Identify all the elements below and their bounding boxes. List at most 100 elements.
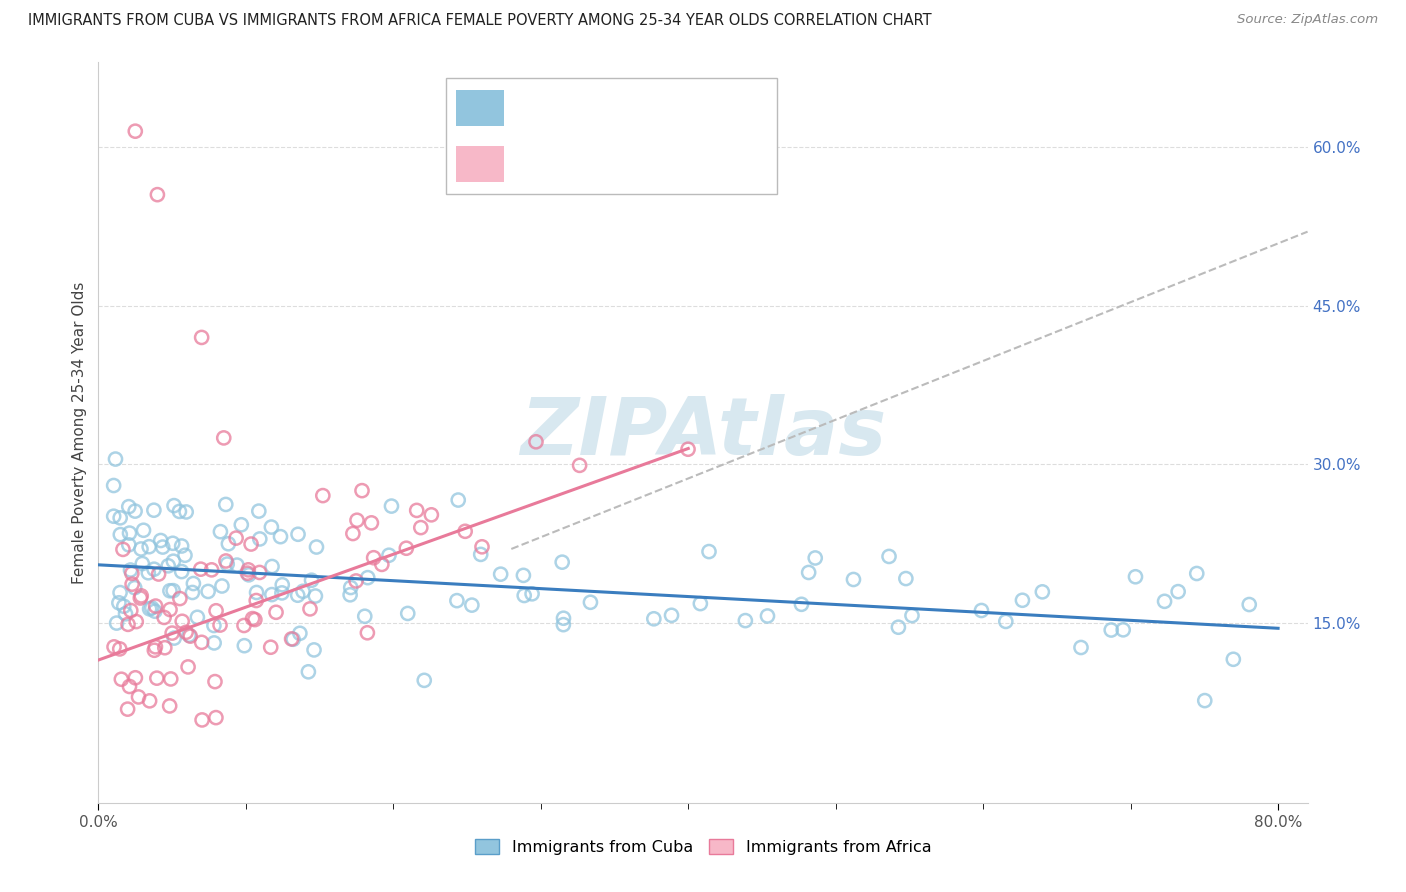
Point xyxy=(128,690,150,704)
Point xyxy=(202,636,225,650)
Point xyxy=(363,550,385,565)
Point xyxy=(339,588,361,602)
Point xyxy=(110,672,132,686)
Point xyxy=(524,434,547,449)
Point xyxy=(1153,594,1175,608)
Point xyxy=(339,581,361,595)
Point xyxy=(249,566,271,580)
Point xyxy=(108,596,131,610)
Point xyxy=(226,558,249,573)
Text: ZIPAtlas: ZIPAtlas xyxy=(520,393,886,472)
Point xyxy=(114,607,136,621)
Point xyxy=(271,586,294,600)
Point xyxy=(260,640,283,655)
Point xyxy=(894,572,917,586)
Point xyxy=(146,671,169,685)
Point xyxy=(287,527,309,541)
Point xyxy=(994,615,1017,629)
Point xyxy=(395,541,418,556)
Point xyxy=(1099,623,1122,637)
Point xyxy=(163,499,186,513)
Point xyxy=(105,616,128,631)
Point xyxy=(512,568,534,582)
Point xyxy=(124,124,146,138)
Point xyxy=(190,635,212,649)
Point xyxy=(179,629,201,643)
Point xyxy=(247,504,270,518)
Point xyxy=(236,566,259,581)
Point xyxy=(233,618,256,632)
Point xyxy=(661,608,683,623)
Point xyxy=(145,640,167,654)
Point xyxy=(138,694,160,708)
Point xyxy=(191,713,214,727)
Point xyxy=(298,602,321,616)
Point xyxy=(217,557,239,571)
Text: R =   0.372    N =   76: R = 0.372 N = 76 xyxy=(517,154,733,173)
Point xyxy=(283,632,305,647)
Point xyxy=(215,498,238,512)
Point xyxy=(553,611,575,625)
Point xyxy=(103,640,125,654)
Point xyxy=(118,526,141,541)
Point xyxy=(121,566,143,581)
Point xyxy=(797,566,820,580)
Point xyxy=(124,581,146,595)
Point xyxy=(204,674,226,689)
Point xyxy=(269,530,291,544)
Point xyxy=(245,585,267,599)
Point xyxy=(174,548,197,562)
Point xyxy=(568,458,591,473)
Point xyxy=(148,567,170,582)
Point xyxy=(304,589,326,603)
Point xyxy=(209,524,232,539)
Point xyxy=(170,565,193,579)
Point xyxy=(240,537,263,551)
Point xyxy=(153,640,176,655)
Point xyxy=(153,610,176,624)
Point xyxy=(201,563,224,577)
Point xyxy=(1125,570,1147,584)
Text: R =  -0.169    N =  123: R = -0.169 N = 123 xyxy=(517,99,740,118)
Point xyxy=(159,583,181,598)
Point xyxy=(177,660,200,674)
Point xyxy=(162,536,184,550)
Point xyxy=(129,591,152,605)
Point xyxy=(1194,693,1216,707)
Point xyxy=(143,643,166,657)
Point xyxy=(454,524,477,539)
Point xyxy=(396,607,419,621)
Point xyxy=(159,672,181,686)
Point xyxy=(1070,640,1092,655)
Point xyxy=(149,533,172,548)
Point xyxy=(756,609,779,624)
Point xyxy=(344,574,367,588)
Point xyxy=(312,489,335,503)
Point xyxy=(346,513,368,527)
Point xyxy=(446,593,468,607)
Point xyxy=(208,618,231,632)
Point xyxy=(305,540,328,554)
Text: IMMIGRANTS FROM CUBA VS IMMIGRANTS FROM AFRICA FEMALE POVERTY AMONG 25-34 YEAR O: IMMIGRANTS FROM CUBA VS IMMIGRANTS FROM … xyxy=(28,13,932,29)
Point xyxy=(138,540,160,554)
Point xyxy=(159,698,181,713)
Point xyxy=(579,595,602,609)
Point xyxy=(125,615,148,629)
Point xyxy=(790,597,813,611)
Point xyxy=(143,604,166,618)
Point xyxy=(470,548,492,562)
Point xyxy=(970,603,993,617)
Point xyxy=(118,680,141,694)
Point xyxy=(118,500,141,514)
Point xyxy=(174,505,197,519)
Point xyxy=(734,614,756,628)
Point xyxy=(447,493,470,508)
Point xyxy=(157,558,180,573)
Point xyxy=(181,585,204,599)
Point xyxy=(129,541,152,556)
Point xyxy=(205,604,228,618)
Point xyxy=(231,517,253,532)
Point xyxy=(117,702,139,716)
Point xyxy=(197,584,219,599)
Point xyxy=(287,588,309,602)
